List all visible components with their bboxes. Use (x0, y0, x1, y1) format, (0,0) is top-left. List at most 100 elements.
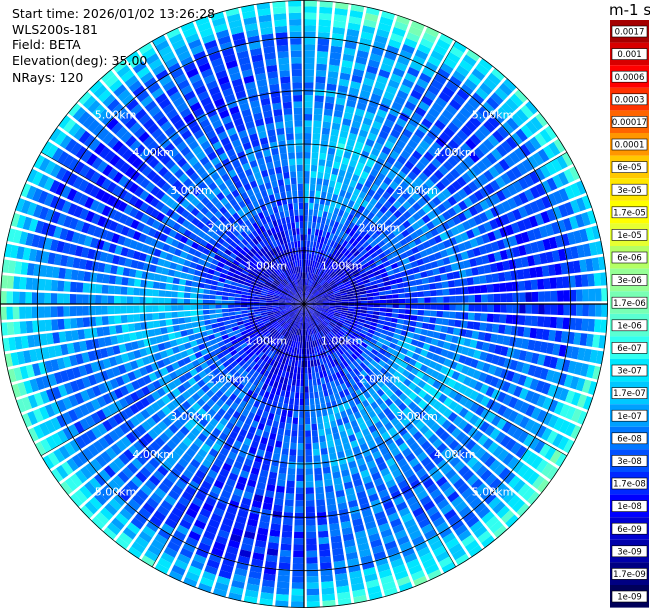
range-gate (327, 70, 339, 79)
range-gate (355, 56, 368, 65)
range-gate (432, 331, 441, 339)
range-gate (294, 398, 300, 406)
range-gate (344, 191, 352, 200)
range-gate (562, 276, 570, 288)
range-gate (383, 321, 391, 327)
range-gate (120, 305, 127, 314)
range-gate (305, 259, 309, 267)
range-gate (309, 260, 313, 267)
range-gate (363, 77, 375, 87)
range-gate (228, 288, 236, 294)
range-gate (329, 240, 336, 248)
range-gate (497, 272, 506, 282)
range-gate (305, 278, 308, 286)
range-gate (314, 480, 324, 488)
range-gate (401, 106, 414, 117)
range-gate (321, 454, 329, 462)
range-gate (202, 299, 210, 304)
range-gate (284, 499, 294, 507)
range-gate (327, 388, 334, 396)
range-gate (575, 289, 583, 302)
range-gate (314, 248, 319, 255)
range-gate (309, 279, 313, 287)
range-gate (427, 55, 442, 67)
range-gate (290, 385, 296, 393)
range-gate (327, 147, 336, 156)
range-gate (306, 348, 310, 355)
range-gate (324, 427, 332, 436)
range-gate (277, 428, 285, 436)
range-gate (145, 288, 153, 297)
range-gate (296, 347, 300, 355)
range-gate (184, 316, 192, 323)
range-gate (499, 314, 507, 324)
range-gate (491, 323, 500, 333)
ray (304, 1, 349, 304)
range-gate (318, 203, 325, 211)
range-gate (392, 304, 399, 309)
range-gate (318, 537, 330, 545)
range-gate (354, 108, 365, 117)
range-gate (327, 510, 338, 518)
range-gate (328, 64, 340, 73)
range-gate (308, 379, 313, 387)
range-gate (343, 47, 356, 56)
range-gate (288, 372, 294, 380)
range-gate (504, 271, 512, 281)
range-gate (206, 329, 214, 336)
range-gate (317, 44, 329, 52)
range-gate (95, 295, 102, 304)
range-gate (311, 417, 317, 425)
range-gate (362, 117, 373, 126)
range-gate (454, 319, 462, 328)
range-gate (333, 110, 344, 118)
range-gate (305, 291, 308, 298)
range-gate (486, 313, 494, 323)
range-gate (369, 53, 382, 63)
range-gate (241, 310, 248, 314)
range-gate (209, 304, 216, 309)
range-gate (581, 318, 589, 332)
range-gate (332, 26, 345, 35)
range-gate (519, 304, 526, 314)
range-gate (311, 222, 317, 229)
range-gate (506, 293, 513, 303)
range-gate (397, 318, 405, 325)
range-gate (164, 290, 172, 298)
range-gate (310, 234, 315, 242)
range-gate (341, 225, 348, 233)
range-gate (291, 423, 298, 431)
range-gate (480, 313, 488, 322)
range-gate (259, 304, 267, 307)
range-gate (333, 187, 341, 196)
range-gate (120, 314, 128, 324)
range-gate (530, 315, 539, 327)
range-gate (315, 242, 320, 249)
range-gate (378, 315, 386, 321)
range-gate (121, 324, 129, 333)
range-gate (399, 84, 412, 95)
range-gate (334, 228, 341, 236)
range-gate (296, 379, 301, 387)
range-gate (253, 309, 261, 312)
range-gate (203, 283, 211, 290)
range-gate (253, 299, 260, 302)
range-gate (442, 288, 450, 296)
range-gate (193, 269, 202, 277)
range-gate (343, 177, 351, 186)
range-gate (518, 280, 526, 291)
range-gate (13, 321, 21, 335)
range-gate (465, 329, 473, 338)
range-gate (516, 269, 525, 280)
range-gate (126, 287, 134, 296)
range-gate (323, 204, 330, 213)
range-gate (331, 167, 339, 176)
range-gate (323, 472, 332, 481)
range-gate (334, 7, 348, 16)
range-gate (180, 272, 188, 279)
range-gate (304, 196, 309, 203)
range-gate (296, 468, 304, 475)
range-gate (326, 434, 333, 442)
range-gate (304, 386, 309, 393)
range-gate (133, 296, 140, 304)
